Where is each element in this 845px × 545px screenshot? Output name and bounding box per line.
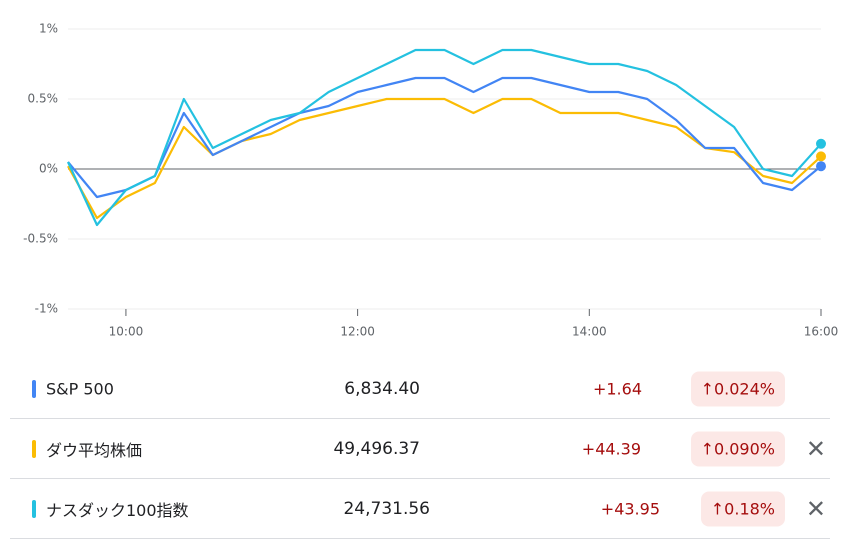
- x-tick-label: 12:00: [340, 325, 375, 339]
- change: +1.64: [592, 379, 642, 399]
- x-tick-label: 16:00: [804, 325, 839, 339]
- percent-change: ↑0.18%: [700, 491, 785, 527]
- price: 24,731.56: [343, 499, 430, 519]
- percent: 0.090%: [713, 439, 775, 459]
- y-tick-label: 1%: [39, 22, 58, 36]
- legend-swatch: [32, 440, 36, 458]
- series-line: [67, 76, 822, 199]
- end-point: [816, 138, 826, 149]
- x-tick-label: 14:00: [572, 325, 607, 339]
- price: 6,834.40: [344, 379, 420, 399]
- price: 49,496.37: [333, 439, 420, 459]
- change: +43.95: [600, 499, 660, 519]
- y-tick-label: -0.5%: [23, 232, 58, 246]
- legend-entry: S&P 500: [46, 379, 114, 399]
- y-tick-label: 0.5%: [28, 92, 59, 106]
- up-arrow: ↑: [700, 439, 714, 459]
- percent-change: ↑0.024%: [690, 371, 785, 407]
- percent: 0.024%: [713, 379, 775, 399]
- legend-entry: ダウ平均株価: [46, 441, 143, 460]
- series-line: [67, 97, 822, 220]
- legend-entry: ナスダック100指数: [46, 501, 189, 520]
- quote-row: ダウ平均株価 49,496.37 +44.39 ↑0.090% ✕: [10, 420, 830, 479]
- up-arrow: ↑: [700, 379, 714, 399]
- up-arrow: ↑: [710, 499, 725, 519]
- percent: 0.18%: [724, 499, 775, 519]
- remove-button[interactable]: ✕: [805, 495, 826, 523]
- x-tick-label: 10:00: [109, 325, 144, 339]
- legend-swatch: [32, 380, 36, 398]
- chart: -1% -0.5% 0% 0.5% 1% 10:00 12:00 14:00 16:00: [23, 22, 839, 339]
- percent-change: ↑0.090%: [690, 431, 785, 467]
- series-line: [67, 48, 822, 227]
- y-tick-label: 0%: [39, 162, 58, 176]
- end-point: [816, 161, 826, 172]
- remove-button[interactable]: ✕: [805, 435, 826, 463]
- legend-swatch: [32, 500, 36, 518]
- end-point: [816, 151, 826, 162]
- quote-row: S&P 500 6,834.40 +1.64 ↑0.024%: [10, 360, 830, 419]
- y-tick-label: -1%: [35, 302, 58, 316]
- change: +44.39: [581, 439, 641, 459]
- quote-row: ナスダック100指数 24,731.56 +43.95 ↑0.18% ✕: [10, 480, 830, 539]
